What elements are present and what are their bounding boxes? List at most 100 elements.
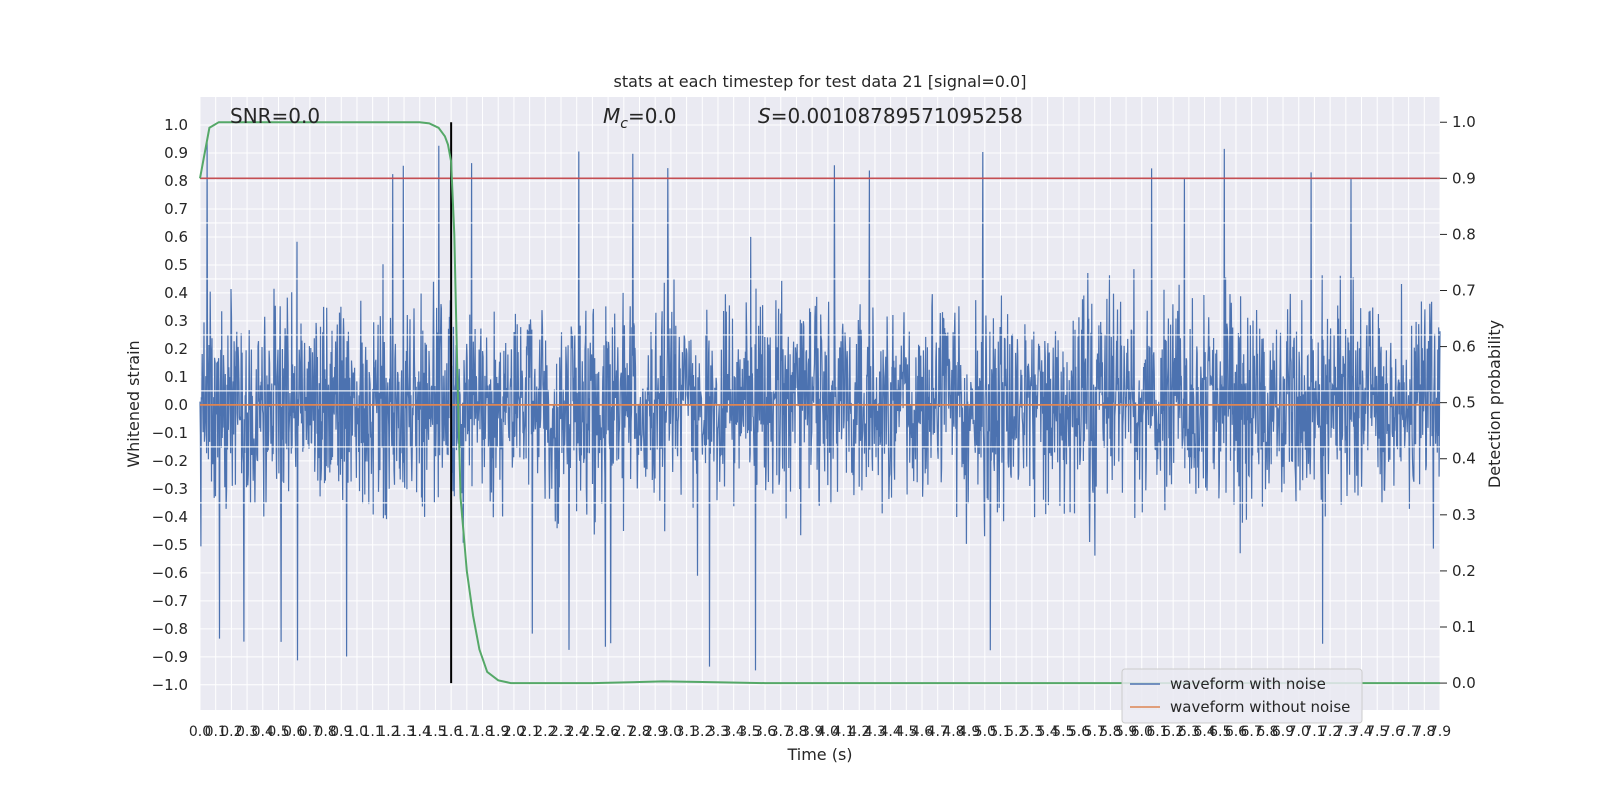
x-tick-label: 6.0: [1131, 724, 1153, 740]
chirp-mass-subscript: c: [620, 116, 628, 132]
x-axis: 0.00.10.20.30.40.50.60.70.80.91.01.11.21…: [189, 724, 1451, 740]
y-left-tick-label: 0.6: [164, 228, 188, 246]
s-annotation: S=0.00108789571095258: [758, 104, 1023, 128]
x-tick-label: 1.1: [362, 724, 384, 740]
x-tick-label: 6.4: [1193, 724, 1215, 740]
x-tick-label: 4.6: [911, 724, 933, 740]
series-waveform-with-noise: [199, 142, 1441, 671]
x-tick-label: 6.8: [1256, 724, 1278, 740]
x-tick-label: 1.9: [487, 724, 509, 740]
x-tick-label: 2.4: [566, 724, 588, 740]
x-tick-label: 2.2: [534, 724, 556, 740]
x-tick-label: 2.1: [518, 724, 540, 740]
x-tick-label: 3.1: [675, 724, 697, 740]
x-tick-label: 6.3: [1178, 724, 1200, 740]
x-tick-label: 4.8: [942, 724, 964, 740]
x-tick-label: 1.4: [409, 724, 431, 740]
y-left-tick-label: 0.5: [164, 256, 188, 274]
x-tick-label: 5.2: [1005, 724, 1027, 740]
x-tick-label: 5.4: [1036, 724, 1058, 740]
s-symbol: S: [758, 104, 771, 128]
x-tick-label: 6.6: [1225, 724, 1247, 740]
x-tick-label: 2.3: [550, 724, 572, 740]
y-left-tick-label: −0.6: [152, 564, 188, 582]
chart-title: stats at each timestep for test data 21 …: [614, 72, 1027, 91]
x-tick-label: 5.1: [989, 724, 1011, 740]
x-tick-label: 6.1: [1146, 724, 1168, 740]
x-tick-label: 7.5: [1366, 724, 1388, 740]
x-tick-label: 5.9: [1115, 724, 1137, 740]
x-tick-label: 1.2: [377, 724, 399, 740]
y-axis-right: 1.0 0.9 0.8 0.7 0.6 0.5 0.4 0.3 0.2 0.1 0.0: [1440, 113, 1476, 692]
y-left-tick-label: 0.3: [164, 312, 188, 330]
s-value: =0.00108789571095258: [771, 104, 1023, 128]
x-tick-label: 0.2: [220, 724, 242, 740]
x-tick-label: 0.7: [299, 724, 321, 740]
overlays: [199, 121, 1440, 685]
y-left-tick-label: −0.7: [152, 592, 188, 610]
y-left-tick-label: 0.9: [164, 144, 188, 162]
chirp-mass-symbol: M: [603, 104, 620, 128]
x-tick-label: 4.1: [832, 724, 854, 740]
x-tick-label: 4.2: [848, 724, 870, 740]
x-axis-label: Time (s): [786, 745, 852, 764]
x-tick-label: 7.9: [1429, 724, 1451, 740]
x-tick-label: 4.3: [864, 724, 886, 740]
x-tick-label: 7.0: [1288, 724, 1310, 740]
x-tick-label: 0.9: [330, 724, 352, 740]
x-tick-label: 1.7: [456, 724, 478, 740]
y-left-tick-label: 1.0: [164, 116, 188, 134]
chirp-mass-value: =0.0: [628, 104, 677, 128]
x-tick-label: 3.5: [738, 724, 760, 740]
y-right-tick-label: 1.0: [1452, 113, 1476, 131]
x-tick-label: 4.0: [817, 724, 839, 740]
y-left-tick-label: −0.1: [152, 424, 188, 442]
x-tick-label: 7.2: [1319, 724, 1341, 740]
y-right-tick-label: 0.4: [1452, 450, 1476, 468]
x-tick-label: 7.6: [1382, 724, 1404, 740]
x-tick-label: 1.3: [393, 724, 415, 740]
x-tick-label: 2.0: [503, 724, 525, 740]
y-right-tick-label: 0.8: [1452, 225, 1476, 243]
y-axis-left-label: Whitened strain: [124, 340, 143, 467]
x-tick-label: 5.7: [1084, 724, 1106, 740]
x-tick-label: 5.0: [974, 724, 996, 740]
y-axis-right-label: Detection probability: [1485, 320, 1504, 488]
y-left-tick-label: −1.0: [152, 676, 188, 694]
y-left-tick-label: 0.2: [164, 340, 188, 358]
x-tick-label: 5.5: [1052, 724, 1074, 740]
x-tick-label: 4.9: [958, 724, 980, 740]
x-tick-label: 4.5: [895, 724, 917, 740]
x-tick-label: 1.6: [440, 724, 462, 740]
x-tick-label: 5.6: [1068, 724, 1090, 740]
x-tick-label: 5.8: [1099, 724, 1121, 740]
x-tick-label: 3.2: [691, 724, 713, 740]
x-tick-label: 1.0: [346, 724, 368, 740]
x-tick-label: 4.7: [927, 724, 949, 740]
x-tick-label: 3.0: [660, 724, 682, 740]
y-right-tick-label: 0.9: [1452, 169, 1476, 187]
x-tick-label: 2.9: [644, 724, 666, 740]
y-left-tick-label: −0.8: [152, 620, 188, 638]
legend: waveform with noise waveform without noi…: [1121, 668, 1363, 724]
x-tick-label: 0.6: [283, 724, 305, 740]
y-right-tick-label: 0.1: [1452, 618, 1476, 636]
x-tick-label: 7.3: [1335, 724, 1357, 740]
x-tick-label: 1.5: [424, 724, 446, 740]
x-tick-label: 6.7: [1241, 724, 1263, 740]
x-tick-label: 3.6: [754, 724, 776, 740]
x-tick-label: 2.8: [628, 724, 650, 740]
x-tick-label: 0.0: [189, 724, 211, 740]
snr-annotation: SNR=0.0: [230, 104, 320, 128]
y-left-tick-label: −0.5: [152, 536, 188, 554]
x-tick-label: 2.5: [581, 724, 603, 740]
y-right-tick-label: 0.3: [1452, 506, 1476, 524]
y-left-tick-label: −0.9: [152, 648, 188, 666]
y-left-tick-label: −0.3: [152, 480, 188, 498]
x-tick-label: 5.3: [1021, 724, 1043, 740]
y-left-tick-label: −0.2: [152, 452, 188, 470]
x-tick-label: 7.7: [1397, 724, 1419, 740]
y-right-tick-label: 0.0: [1452, 674, 1476, 692]
x-tick-label: 0.5: [267, 724, 289, 740]
